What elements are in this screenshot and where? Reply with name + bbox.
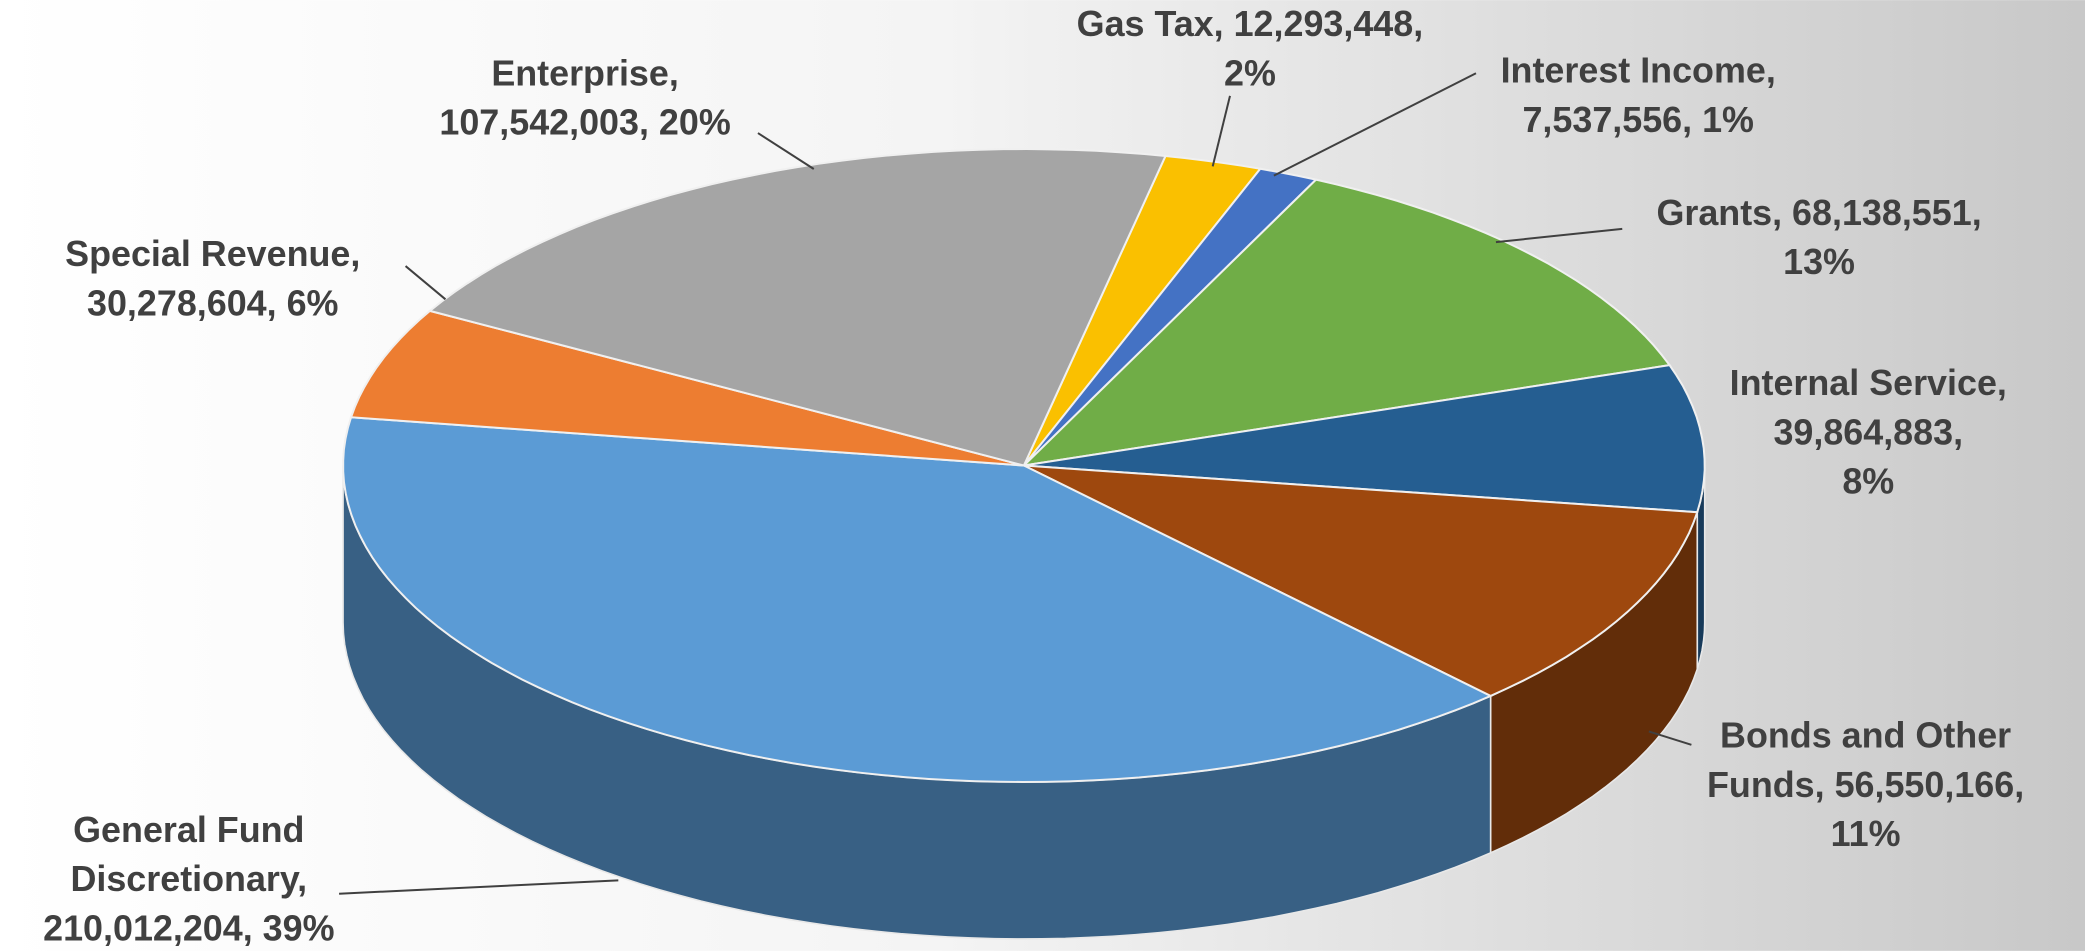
leader-line — [339, 879, 619, 895]
data-label: Special Revenue, — [65, 234, 360, 274]
data-label: 30,278,604, 6% — [87, 283, 338, 323]
data-label: 39,864,883, — [1773, 412, 1963, 452]
leader-line — [1273, 72, 1477, 177]
slice — [1023, 364, 1706, 514]
data-label: 13% — [1783, 242, 1855, 282]
data-label: Enterprise, — [491, 53, 679, 93]
data-label: 210,012,204, 39% — [43, 908, 334, 948]
data-label: Interest Income, — [1501, 51, 1776, 91]
data-label: Internal Service, — [1730, 363, 2007, 403]
data-label: 107,542,003, 20% — [439, 103, 730, 143]
slice — [1020, 178, 1672, 467]
data-label: 7,537,556, 1% — [1522, 100, 1753, 140]
data-label: Bonds and Other — [1720, 716, 2011, 756]
data-label: Funds, 56,550,166, — [1707, 765, 2024, 805]
data-label: General Fund — [73, 810, 304, 850]
data-label: Discretionary, — [70, 859, 307, 899]
leader-line — [1495, 227, 1623, 244]
leader-line — [1211, 95, 1231, 167]
data-label: 11% — [1831, 814, 1901, 854]
leader-line — [404, 265, 447, 301]
slice — [1023, 464, 1699, 698]
data-label: Gas Tax, 12,293,448, — [1077, 4, 1424, 44]
slice — [427, 148, 1167, 467]
slice — [349, 309, 1025, 467]
data-label: 2% — [1224, 53, 1276, 93]
data-label: 8% — [1842, 462, 1894, 502]
slice — [342, 416, 1494, 783]
leader-line — [757, 132, 815, 170]
data-label: Grants, 68,138,551, — [1656, 193, 1981, 233]
leader-line — [1648, 730, 1692, 746]
